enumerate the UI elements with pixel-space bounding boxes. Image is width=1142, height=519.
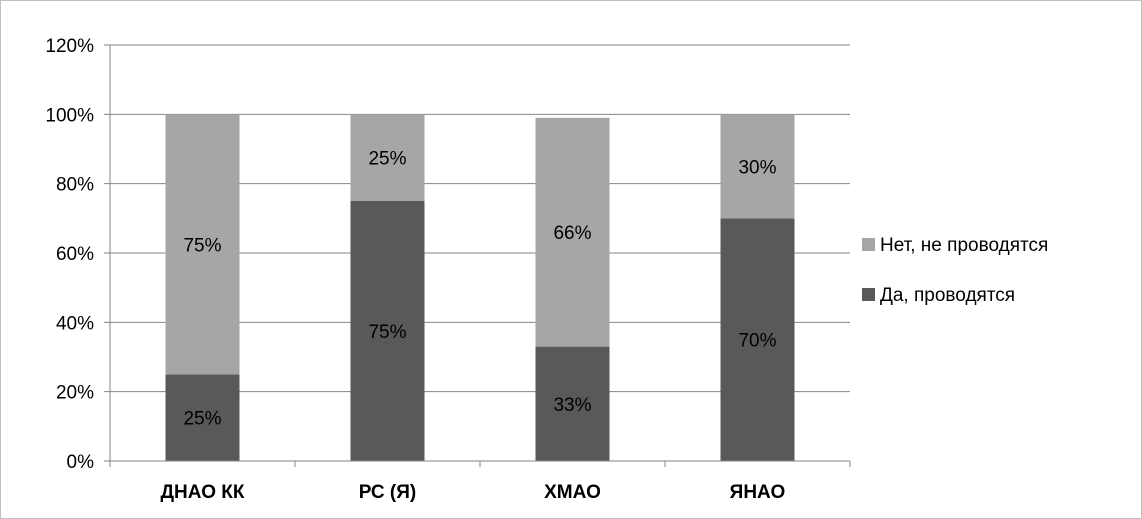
y-tick-label: 80% xyxy=(56,175,94,196)
data-label: 75% xyxy=(368,322,406,343)
bar-segment xyxy=(535,346,610,461)
y-tick-label: 100% xyxy=(45,105,94,126)
bar-segment xyxy=(720,114,795,219)
x-category-label: ДНАО КК xyxy=(161,482,245,503)
bar-segment xyxy=(350,114,425,201)
data-label: 30% xyxy=(738,157,776,178)
y-tick-label: 40% xyxy=(56,313,94,334)
y-tick-label: 0% xyxy=(67,452,95,473)
data-label: 70% xyxy=(738,331,776,352)
x-category-label: РС (Я) xyxy=(359,482,417,503)
x-category-label: ХМАО xyxy=(544,482,601,503)
bar-segment xyxy=(350,201,425,461)
data-label: 25% xyxy=(368,149,406,170)
legend-label: Нет, не проводятся xyxy=(880,235,1048,256)
x-category-label: ЯНАО xyxy=(730,482,786,503)
y-tick-label: 60% xyxy=(56,244,94,265)
legend-label: Да, проводятся xyxy=(880,285,1015,306)
legend-swatch xyxy=(862,238,875,251)
bar-segment xyxy=(165,374,240,461)
data-label: 25% xyxy=(183,409,221,430)
bar-segment xyxy=(720,218,795,461)
y-tick-label: 20% xyxy=(56,383,94,404)
y-tick-label: 120% xyxy=(45,36,94,57)
legend-swatch xyxy=(862,288,875,301)
data-label: 66% xyxy=(553,223,591,244)
bar-segment xyxy=(165,114,240,375)
data-label: 75% xyxy=(183,235,221,256)
bar-segment xyxy=(535,117,610,347)
data-label: 33% xyxy=(553,395,591,416)
